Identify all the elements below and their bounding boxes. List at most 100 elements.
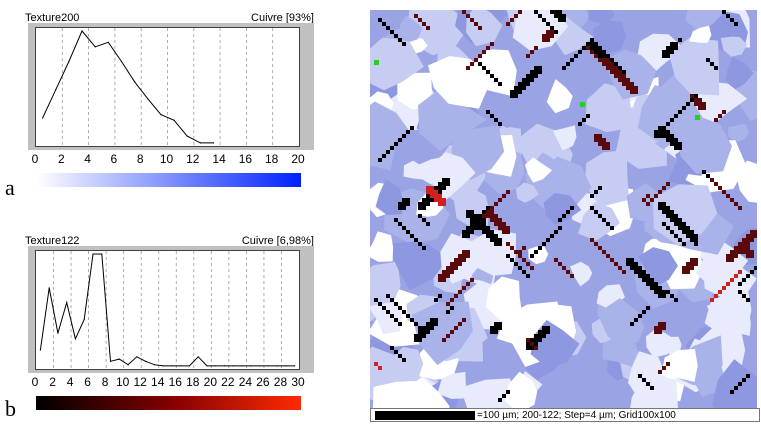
panel-b-plot-frame (28, 246, 314, 373)
map-particle (374, 298, 378, 302)
map-particle (546, 30, 554, 38)
map-particle (602, 250, 606, 254)
panel-b-data-point (118, 358, 120, 360)
map-particle (566, 62, 570, 66)
map-grain (628, 351, 666, 400)
panel-b-x-tick-label: 12 (133, 375, 147, 389)
map-particle (646, 382, 650, 386)
map-grain (712, 359, 757, 408)
map-particle (598, 214, 602, 218)
map-grain (386, 347, 424, 380)
panel-b-data-point (153, 364, 155, 366)
map-grain (661, 348, 698, 382)
panel-b-x-tick-label: 24 (238, 375, 253, 389)
map-particle (670, 230, 674, 234)
map-particle (470, 18, 474, 22)
panel-b-data-point (136, 356, 138, 358)
panel-a-series-line (42, 30, 214, 144)
map-particle (458, 322, 462, 326)
map-particle (498, 122, 502, 126)
map-particle (670, 118, 674, 122)
map-particle (746, 374, 750, 378)
panel-b-x-tick-label: 28 (273, 375, 288, 389)
panel-a-x-tick-label: 8 (136, 152, 144, 166)
map-particle (726, 282, 730, 286)
map-grain (652, 184, 718, 246)
map-particle (398, 222, 402, 226)
map-particle (394, 302, 398, 306)
map-particle (394, 34, 398, 38)
map-particle (538, 14, 542, 18)
map-particle (606, 254, 610, 258)
map-particle (554, 258, 558, 262)
map-particle (678, 226, 682, 230)
panel-b-x-tick-label: 20 (203, 375, 218, 389)
map-particle (746, 274, 750, 278)
panel-a-x-tick-label: 10 (159, 152, 174, 166)
map-grain (552, 125, 577, 151)
map-particle (534, 10, 538, 14)
map-particle (414, 322, 418, 326)
panel-b-data-point (250, 365, 252, 367)
map-grain (637, 85, 685, 141)
map-particle (658, 322, 666, 330)
panel-b-subtitle: Cuivre [6,98%] (241, 235, 314, 247)
map-particle (506, 254, 510, 258)
panel-a-plot-frame (28, 23, 314, 150)
map-grain (512, 10, 569, 51)
map-particle (494, 322, 502, 330)
map-particle (394, 318, 398, 322)
map-particle (666, 182, 670, 186)
map-particle (482, 214, 486, 218)
scale-bar: =100 µm; 200-122; Step=4 µm; Grid100x100 (370, 408, 760, 422)
map-particle (410, 318, 414, 322)
panel-b-data-point (39, 349, 41, 351)
panel-a-x-tick-label: 16 (238, 152, 253, 166)
map-particle (594, 210, 598, 214)
map-particle (682, 230, 686, 234)
map-particle (490, 114, 494, 118)
map-particle (470, 278, 474, 282)
map-particle (406, 314, 410, 318)
map-particle (590, 206, 594, 210)
map-particle (702, 170, 706, 174)
map-particle (378, 158, 382, 162)
map-particle (418, 214, 422, 218)
map-particle (646, 306, 650, 310)
map-grain (704, 290, 752, 339)
panel-a-x-tick-label: 20 (291, 152, 305, 166)
map-particle (530, 50, 534, 54)
panel-b-x-tick-label: 18 (186, 375, 200, 389)
map-particle (726, 14, 730, 18)
map-particle (486, 110, 490, 114)
map-grain (685, 10, 725, 33)
panel-b-data-point (48, 287, 50, 289)
map-particle (590, 194, 594, 198)
map-particle (478, 26, 482, 30)
panel-b-plot (35, 250, 300, 370)
map-grain (463, 131, 503, 165)
map-particle (738, 282, 742, 286)
map-particle (662, 366, 666, 370)
map-particle (406, 230, 410, 234)
map-particle (578, 122, 582, 126)
map-particle-green (695, 115, 700, 120)
map-particle (590, 38, 594, 42)
map-particle (730, 278, 734, 282)
map-particle (682, 242, 686, 246)
map-particle (730, 198, 734, 202)
map-particle (750, 230, 757, 238)
panel-b-x-tick-label: 4 (66, 375, 74, 389)
panel-b-data-point (144, 360, 147, 362)
map-particle (418, 242, 422, 246)
map-particle (606, 66, 610, 70)
map-particle (742, 378, 746, 382)
panel-a-data-point (120, 60, 123, 63)
map-particle (690, 258, 698, 266)
map-particle (458, 290, 462, 294)
map-grain (466, 10, 503, 47)
map-particle (626, 258, 634, 266)
panel-b-data-point (197, 356, 199, 358)
map-particle (674, 298, 678, 302)
panel-b-data-point (127, 364, 129, 366)
